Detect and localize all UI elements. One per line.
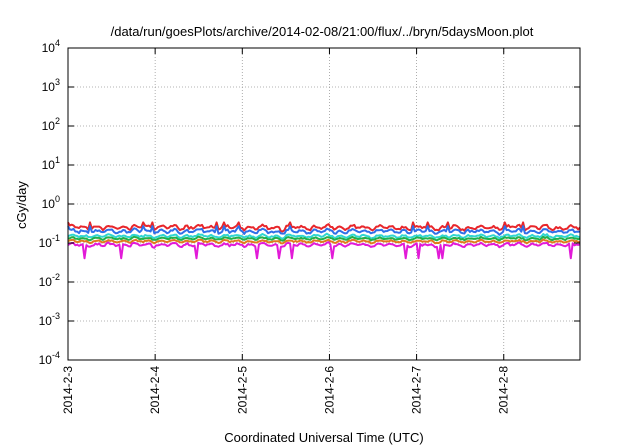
y-tick-label: 104	[42, 38, 60, 55]
y-tick-label: 10-3	[39, 311, 60, 328]
x-tick-label: 2014-2-8	[497, 366, 511, 414]
chart-title: /data/run/goesPlots/archive/2014-02-08/2…	[111, 24, 534, 39]
series-line	[67, 241, 581, 260]
y-tick-label: 101	[42, 155, 60, 172]
series-line	[67, 235, 581, 242]
series-group	[67, 221, 581, 260]
y-axis: 10-4 10-3 10-2 10-1 100 101 102 103 104	[39, 38, 580, 367]
y-tick-label: 102	[42, 116, 60, 133]
y-tick-label: 100	[42, 194, 60, 211]
series-line	[67, 225, 581, 236]
x-tick-label: 2014-2-5	[235, 366, 249, 414]
grid	[68, 48, 580, 360]
series-line	[67, 238, 581, 245]
y-tick-label: 10-4	[39, 350, 60, 367]
x-tick-label: 2014-2-3	[61, 366, 75, 414]
series-line	[67, 232, 581, 240]
x-tick-label: 2014-2-7	[410, 366, 424, 414]
y-axis-label: cGy/day	[14, 181, 29, 229]
x-tick-label: 2014-2-4	[148, 366, 162, 414]
x-axis: 2014-2-3 2014-2-4 2014-2-5 2014-2-6 2014-2-7…	[61, 48, 511, 414]
y-tick-label: 10-2	[39, 272, 60, 289]
x-axis-label: Coordinated Universal Time (UTC)	[224, 430, 423, 445]
y-tick-label: 103	[42, 77, 60, 94]
y-tick-label: 10-1	[39, 233, 60, 250]
x-tick-label: 2014-2-6	[322, 366, 336, 414]
